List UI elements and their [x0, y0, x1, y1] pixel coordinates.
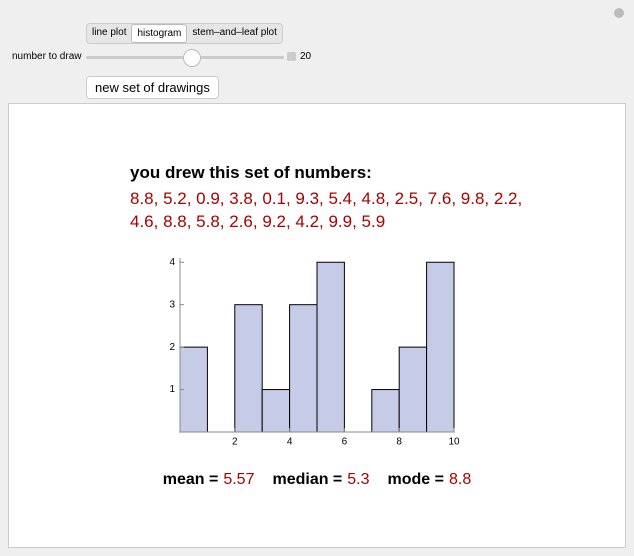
slider-label: number to draw: [12, 51, 82, 62]
tab[interactable]: line plot: [92, 27, 127, 38]
stat: mean = 5.57: [163, 471, 255, 489]
stat-label: mean =: [162, 471, 219, 488]
number-line: 4.6, 8.8, 5.8, 2.6, 9.2, 4.2, 9.9, 5.9: [130, 212, 386, 231]
bar: [426, 261, 455, 433]
slider-expand[interactable]: [287, 52, 296, 61]
y-tick-label: 1: [169, 384, 175, 395]
x-tick-label: 8: [396, 437, 402, 448]
tab[interactable]: histogram: [131, 24, 188, 43]
stat: median = 5.3: [272, 471, 369, 489]
heading: you drew this set of numbers:: [130, 163, 372, 182]
stat-value: 5.3: [347, 471, 370, 488]
bar: [234, 304, 263, 433]
bar: [261, 389, 291, 433]
bar: [289, 304, 318, 433]
bar: [179, 346, 208, 433]
stat-label: median =: [272, 471, 343, 488]
number-line: 8.8, 5.2, 0.9, 3.8, 0.1, 9.3, 5.4, 4.8, …: [130, 189, 523, 208]
stat-value: 8.8: [449, 471, 472, 488]
x-tick-label: 4: [287, 437, 293, 448]
histogram: 1 2 3 4 2 4 6 8 10: [169, 257, 460, 448]
stats: mean = 5.57 median = 5.3 mode = 8.8: [0, 471, 634, 489]
stat: mode = 8.8: [388, 471, 472, 489]
x-tick-label: 2: [232, 437, 238, 448]
slider-value: 20: [300, 51, 312, 62]
y-tick-label: 2: [169, 342, 175, 353]
x-tick-label: 6: [342, 437, 348, 448]
stat-label: mode =: [387, 471, 444, 488]
options-button[interactable]: [614, 8, 624, 18]
bar: [398, 346, 428, 433]
slider-thumb[interactable]: [183, 49, 201, 67]
tab[interactable]: stem–and–leaf plot: [192, 27, 277, 38]
new-set-button[interactable]: new set of drawings: [86, 76, 219, 99]
y-tick-label: 4: [169, 257, 175, 268]
bar: [316, 261, 345, 433]
x-tick-label: 10: [448, 437, 460, 448]
number-list: 8.8, 5.2, 0.9, 3.8, 0.1, 9.3, 5.4, 4.8, …: [130, 187, 522, 233]
stat-value: 5.57: [223, 471, 255, 488]
tab-bar: line plot histogram stem–and–leaf plot: [86, 23, 283, 44]
y-tick-label: 3: [169, 299, 175, 310]
bar: [371, 389, 400, 433]
